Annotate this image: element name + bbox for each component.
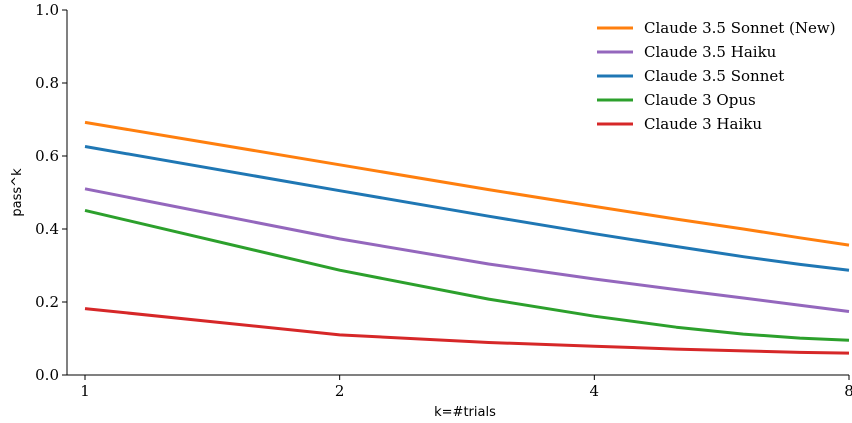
x-tick-label: 8 [844,382,852,400]
ticks-layer: 0.0 0.2 0.4 0.6 0.8 1.0 1 2 4 8 [35,1,852,400]
y-tick-label: 0.0 [35,366,59,384]
x-tick-label: 1 [80,382,90,400]
y-tick-label: 0.4 [35,220,59,238]
y-tick-label: 1.0 [35,1,59,19]
legend-label: Claude 3.5 Haiku [644,43,777,61]
legend-label: Claude 3 Opus [644,91,756,109]
x-tick-label: 4 [590,382,600,400]
series-line-2 [84,145,850,272]
legend-label: Claude 3.5 Sonnet (New) [644,19,836,37]
x-tick-label: 2 [335,382,345,400]
y-tick-label: 0.8 [35,74,59,92]
legend-label: Claude 3 Haiku [644,115,762,133]
axes-layer [66,10,849,376]
series-layer [84,120,850,355]
x-axis-label: k=#trials [434,405,496,420]
y-tick-label: 0.6 [35,147,59,165]
legend: Claude 3.5 Sonnet (New) Claude 3.5 Haiku C… [597,19,836,133]
series-line-1 [84,187,850,313]
series-line-3 [84,208,850,342]
y-axis-label: pass^k [10,168,25,217]
y-tick-label: 0.2 [35,293,59,311]
legend-label: Claude 3.5 Sonnet [644,67,784,85]
series-line-0 [84,120,850,247]
series-line-4 [84,307,850,355]
